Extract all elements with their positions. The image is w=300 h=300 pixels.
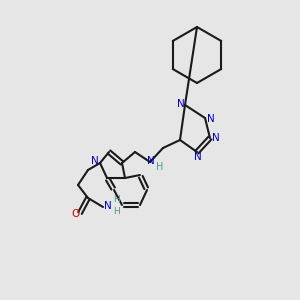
Text: H: H [112, 196, 119, 205]
Text: N: N [207, 114, 215, 124]
Text: H: H [114, 208, 120, 217]
Text: N: N [147, 156, 155, 166]
Text: N: N [91, 156, 99, 166]
Text: O: O [71, 209, 79, 219]
Text: N: N [194, 152, 202, 162]
Text: N: N [177, 99, 185, 109]
Text: H: H [156, 162, 164, 172]
Text: N: N [212, 133, 220, 143]
Text: N: N [104, 201, 112, 211]
